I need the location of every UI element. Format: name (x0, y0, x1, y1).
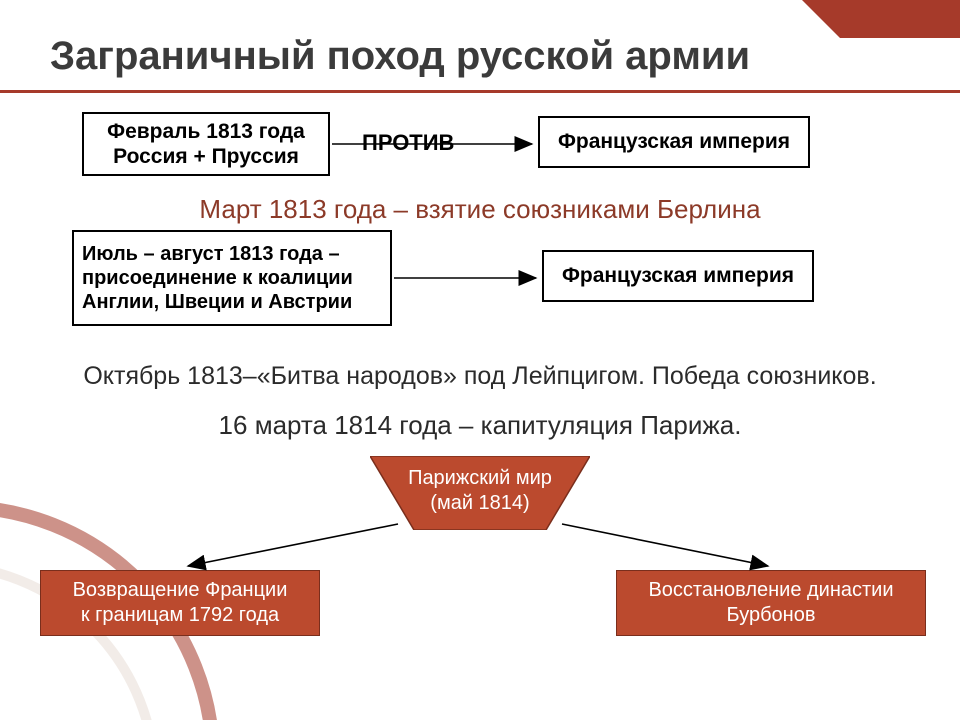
box-text: Французская империя (558, 129, 790, 154)
subtitle-paris: 16 марта 1814 года – капитуляция Парижа. (0, 410, 960, 441)
trapezoid-text: Парижский мир(май 1814) (370, 466, 590, 516)
box-text: Французская империя (562, 263, 794, 288)
connector-label: ПРОТИВ (362, 130, 454, 156)
title-underline (0, 90, 960, 93)
subtitle-leipzig: Октябрь 1813–«Битва народов» под Лейпциг… (0, 362, 960, 391)
trapezoid-paris-peace: Парижский мир(май 1814) (370, 456, 590, 530)
box-text: Июль – август 1813 года – присоединение … (82, 242, 382, 314)
box-text: Февраль 1813 годаРоссия + Пруссия (107, 119, 305, 169)
box-text: Восстановление династииБурбонов (648, 578, 893, 628)
subtitle-march-1813: Март 1813 года – взятие союзниками Берли… (0, 194, 960, 225)
decor-corner-top (840, 0, 960, 38)
box-french-empire-2: Французская империя (542, 250, 814, 302)
box-feb-1813: Февраль 1813 годаРоссия + Пруссия (82, 112, 330, 176)
box-coalition: Июль – август 1813 года – присоединение … (72, 230, 392, 326)
box-text: Возвращение Франциик границам 1792 года (73, 578, 288, 628)
box-return-borders: Возвращение Франциик границам 1792 года (40, 570, 320, 636)
box-bourbon-restoration: Восстановление династииБурбонов (616, 570, 926, 636)
page-title: Заграничный поход русской армии (50, 34, 920, 79)
box-french-empire-1: Французская империя (538, 116, 810, 168)
